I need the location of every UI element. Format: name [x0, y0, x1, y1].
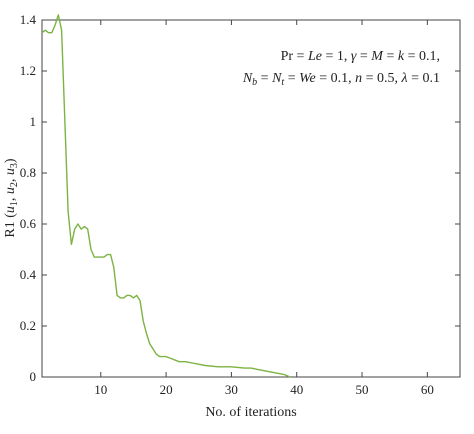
- plot-frame: [41, 19, 461, 378]
- y-tick-label: 0.4: [20, 267, 37, 282]
- x-tick-label: 50: [356, 382, 369, 397]
- y-tick-label: 1.4: [20, 12, 37, 27]
- x-tick-label: 20: [160, 382, 173, 397]
- x-axis-title: No. of iterations: [205, 405, 296, 420]
- y-tick-label: 0.6: [20, 216, 37, 231]
- annotation-line-1: Pr = Le = 1, γ = M = k = 0.1,: [281, 49, 440, 64]
- tick-labels: 10 20 30 40 50 60 0 0.2 0.4 0.6 0.8 1 1.2 1.4: [20, 12, 434, 397]
- y-tick-label: 1: [30, 114, 37, 129]
- y-tick-label: 0.8: [20, 165, 36, 180]
- annotation-line-2: Nb = Nt = We = 0.1, n = 0.5, λ = 0.1: [242, 71, 440, 88]
- x-tick-label: 30: [225, 382, 238, 397]
- annotation-box: Pr = Le = 1, γ = M = k = 0.1, Nb = Nt = …: [242, 49, 440, 88]
- y-tick-label: 1.2: [20, 63, 36, 78]
- series-line-1: [41, 14, 291, 378]
- y-tick-label: 0: [30, 369, 37, 384]
- series-group: [41, 14, 291, 378]
- y-tick-label: 0.2: [20, 318, 36, 333]
- x-tick-label: 40: [290, 382, 303, 397]
- y-axis-title: R1 (u1, u2, u3): [3, 158, 20, 238]
- x-tick-label: 10: [94, 382, 107, 397]
- x-tick-label: 60: [421, 382, 434, 397]
- axis-ticks: [42, 19, 460, 378]
